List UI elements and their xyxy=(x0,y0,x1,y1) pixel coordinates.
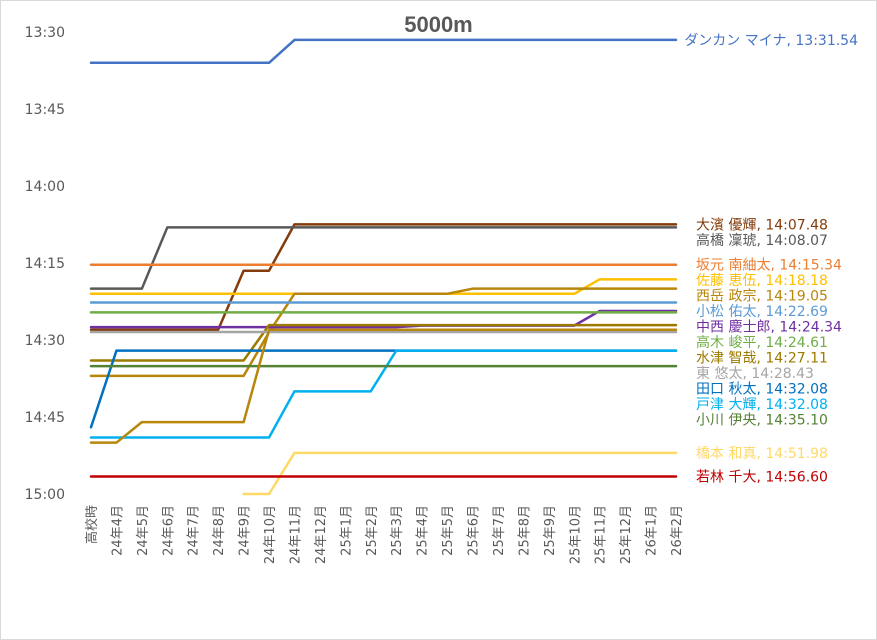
x-tick-label: 25年5月 xyxy=(441,505,456,556)
x-tick-label: 25年7月 xyxy=(492,505,507,556)
series-line xyxy=(89,323,678,362)
series-end-label: 佐藤 恵伍, 14:18.18 xyxy=(696,273,828,289)
series-end-label: 小川 伊央, 14:35.10 xyxy=(696,413,828,429)
x-tick-label: 高校時 xyxy=(84,505,100,544)
series-end-label: 水津 智哉, 14:27.11 xyxy=(696,351,828,367)
chart-title: 5000m xyxy=(404,12,473,37)
x-tick-label: 24年5月 xyxy=(136,505,151,556)
series-line xyxy=(89,38,678,65)
x-tick-label: 25年12月 xyxy=(619,505,634,564)
series-end-label: 戸津 大輝, 14:32.08 xyxy=(696,397,828,413)
x-tick-label: 24年10月 xyxy=(263,505,278,564)
series-line xyxy=(89,223,678,331)
series-line xyxy=(89,226,678,290)
x-tick-label: 26年1月 xyxy=(645,505,660,556)
series-end-label: ダンカン マイナ, 13:31.54 xyxy=(684,33,858,49)
x-tick-label: 25年4月 xyxy=(416,505,431,556)
x-tick-label: 25年3月 xyxy=(390,505,405,556)
y-tick-label: 14:45 xyxy=(25,410,65,426)
x-tick-label: 24年9月 xyxy=(238,505,253,556)
series-end-label: 中西 慶士郎, 14:24.34 xyxy=(696,320,842,336)
y-tick-label: 14:30 xyxy=(25,333,65,349)
x-tick-label: 25年2月 xyxy=(365,505,380,556)
y-tick-label: 14:00 xyxy=(25,179,65,195)
series-end-label: 西岳 政宗, 14:19.05 xyxy=(696,289,828,305)
x-tick-label: 24年7月 xyxy=(187,505,202,556)
series-end-label: 田口 秋太, 14:32.08 xyxy=(696,382,828,398)
series-line xyxy=(89,287,678,378)
x-tick-label: 25年9月 xyxy=(543,505,558,556)
x-tick-label: 24年11月 xyxy=(288,505,303,564)
series-end-label: 橋本 和真, 14:51.98 xyxy=(696,446,828,462)
x-tick-label: 26年2月 xyxy=(670,505,685,556)
x-tick-label: 24年6月 xyxy=(161,505,176,556)
series-line xyxy=(89,278,678,296)
x-tick-label: 24年4月 xyxy=(110,505,125,556)
series-line xyxy=(242,451,678,496)
series-end-label: 高橋 凜琥, 14:08.07 xyxy=(696,232,828,249)
series-end-label: 東 悠太, 14:28.43 xyxy=(696,366,814,382)
series-line xyxy=(89,349,678,439)
y-tick-label: 13:45 xyxy=(25,102,65,118)
y-tick-label: 13:30 xyxy=(25,25,65,41)
x-tick-label: 25年10月 xyxy=(568,505,583,564)
series-end-label: 大濱 優輝, 14:07.48 xyxy=(696,217,828,233)
series-line xyxy=(89,349,678,429)
y-tick-label: 15:00 xyxy=(25,487,65,503)
series-end-label: 坂元 南紬太, 14:15.34 xyxy=(696,258,842,274)
series-line xyxy=(89,309,678,329)
x-tick-label: 25年1月 xyxy=(339,505,354,556)
series-end-label: 小松 佑太, 14:22.69 xyxy=(696,304,828,320)
x-tick-label: 24年8月 xyxy=(212,505,227,556)
x-tick-label: 25年11月 xyxy=(594,505,609,564)
x-tick-label: 25年6月 xyxy=(467,505,482,556)
x-tick-label: 25年8月 xyxy=(517,505,532,556)
y-tick-label: 14:15 xyxy=(25,256,65,272)
x-tick-label: 24年12月 xyxy=(314,505,329,564)
series-end-label: 高木 峻平, 14:24.61 xyxy=(696,334,828,351)
series-end-label: 若林 千大, 14:56.60 xyxy=(696,470,828,486)
series-line xyxy=(89,328,678,444)
